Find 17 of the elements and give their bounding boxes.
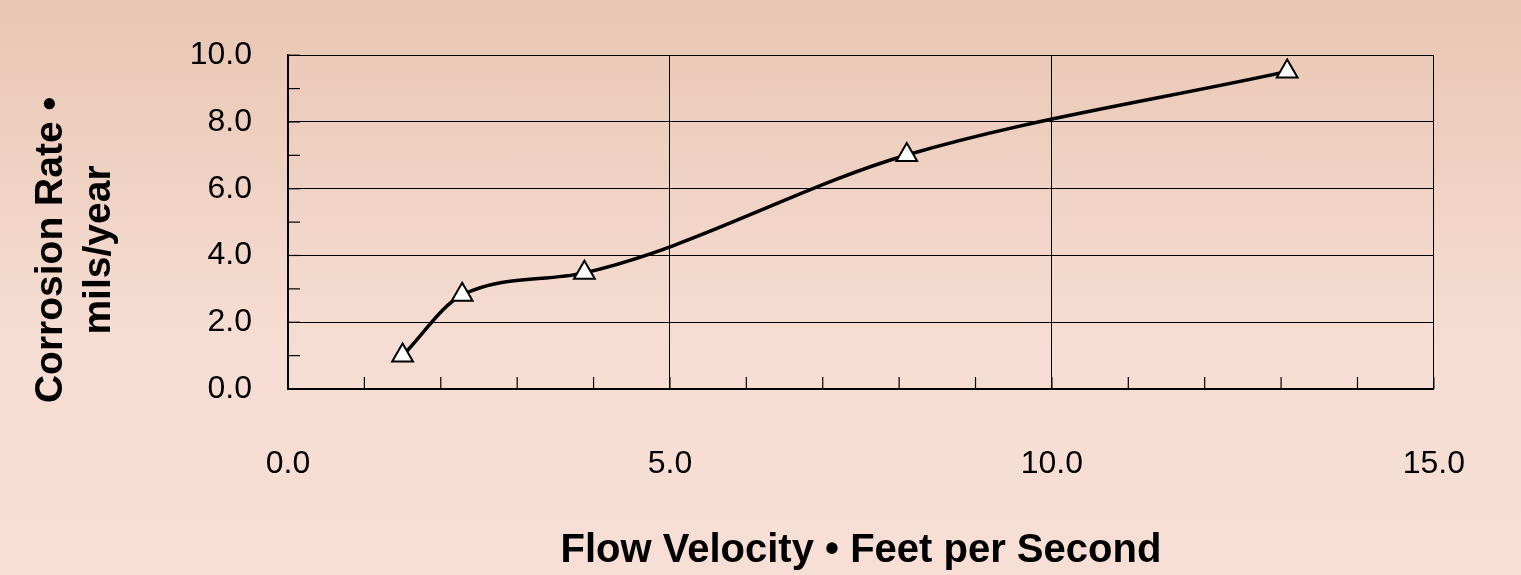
y-tick-label: 4.0: [207, 235, 252, 272]
y-tick-label: 0.0: [207, 368, 252, 405]
point: [391, 342, 414, 363]
point: [895, 142, 919, 163]
x-tick-label: 5.0: [647, 444, 693, 481]
x-tick-label: 15.0: [1402, 444, 1465, 481]
point: [450, 281, 474, 302]
y-tick-label: 10.0: [189, 35, 252, 72]
y-tick-label: 2.0: [207, 302, 252, 339]
y-tick-label: 8.0: [207, 101, 252, 138]
point: [573, 259, 596, 280]
x-tick-label: 10.0: [1020, 444, 1084, 481]
x-tick-label: 0.0: [265, 444, 311, 481]
y-axis-title: Corrosion Rate • mils/year: [26, 95, 119, 406]
x-axis-title: Flow Velocity • Feet per Second: [560, 526, 1162, 571]
y-tick-label: 6.0: [207, 168, 252, 205]
point: [1275, 58, 1299, 79]
